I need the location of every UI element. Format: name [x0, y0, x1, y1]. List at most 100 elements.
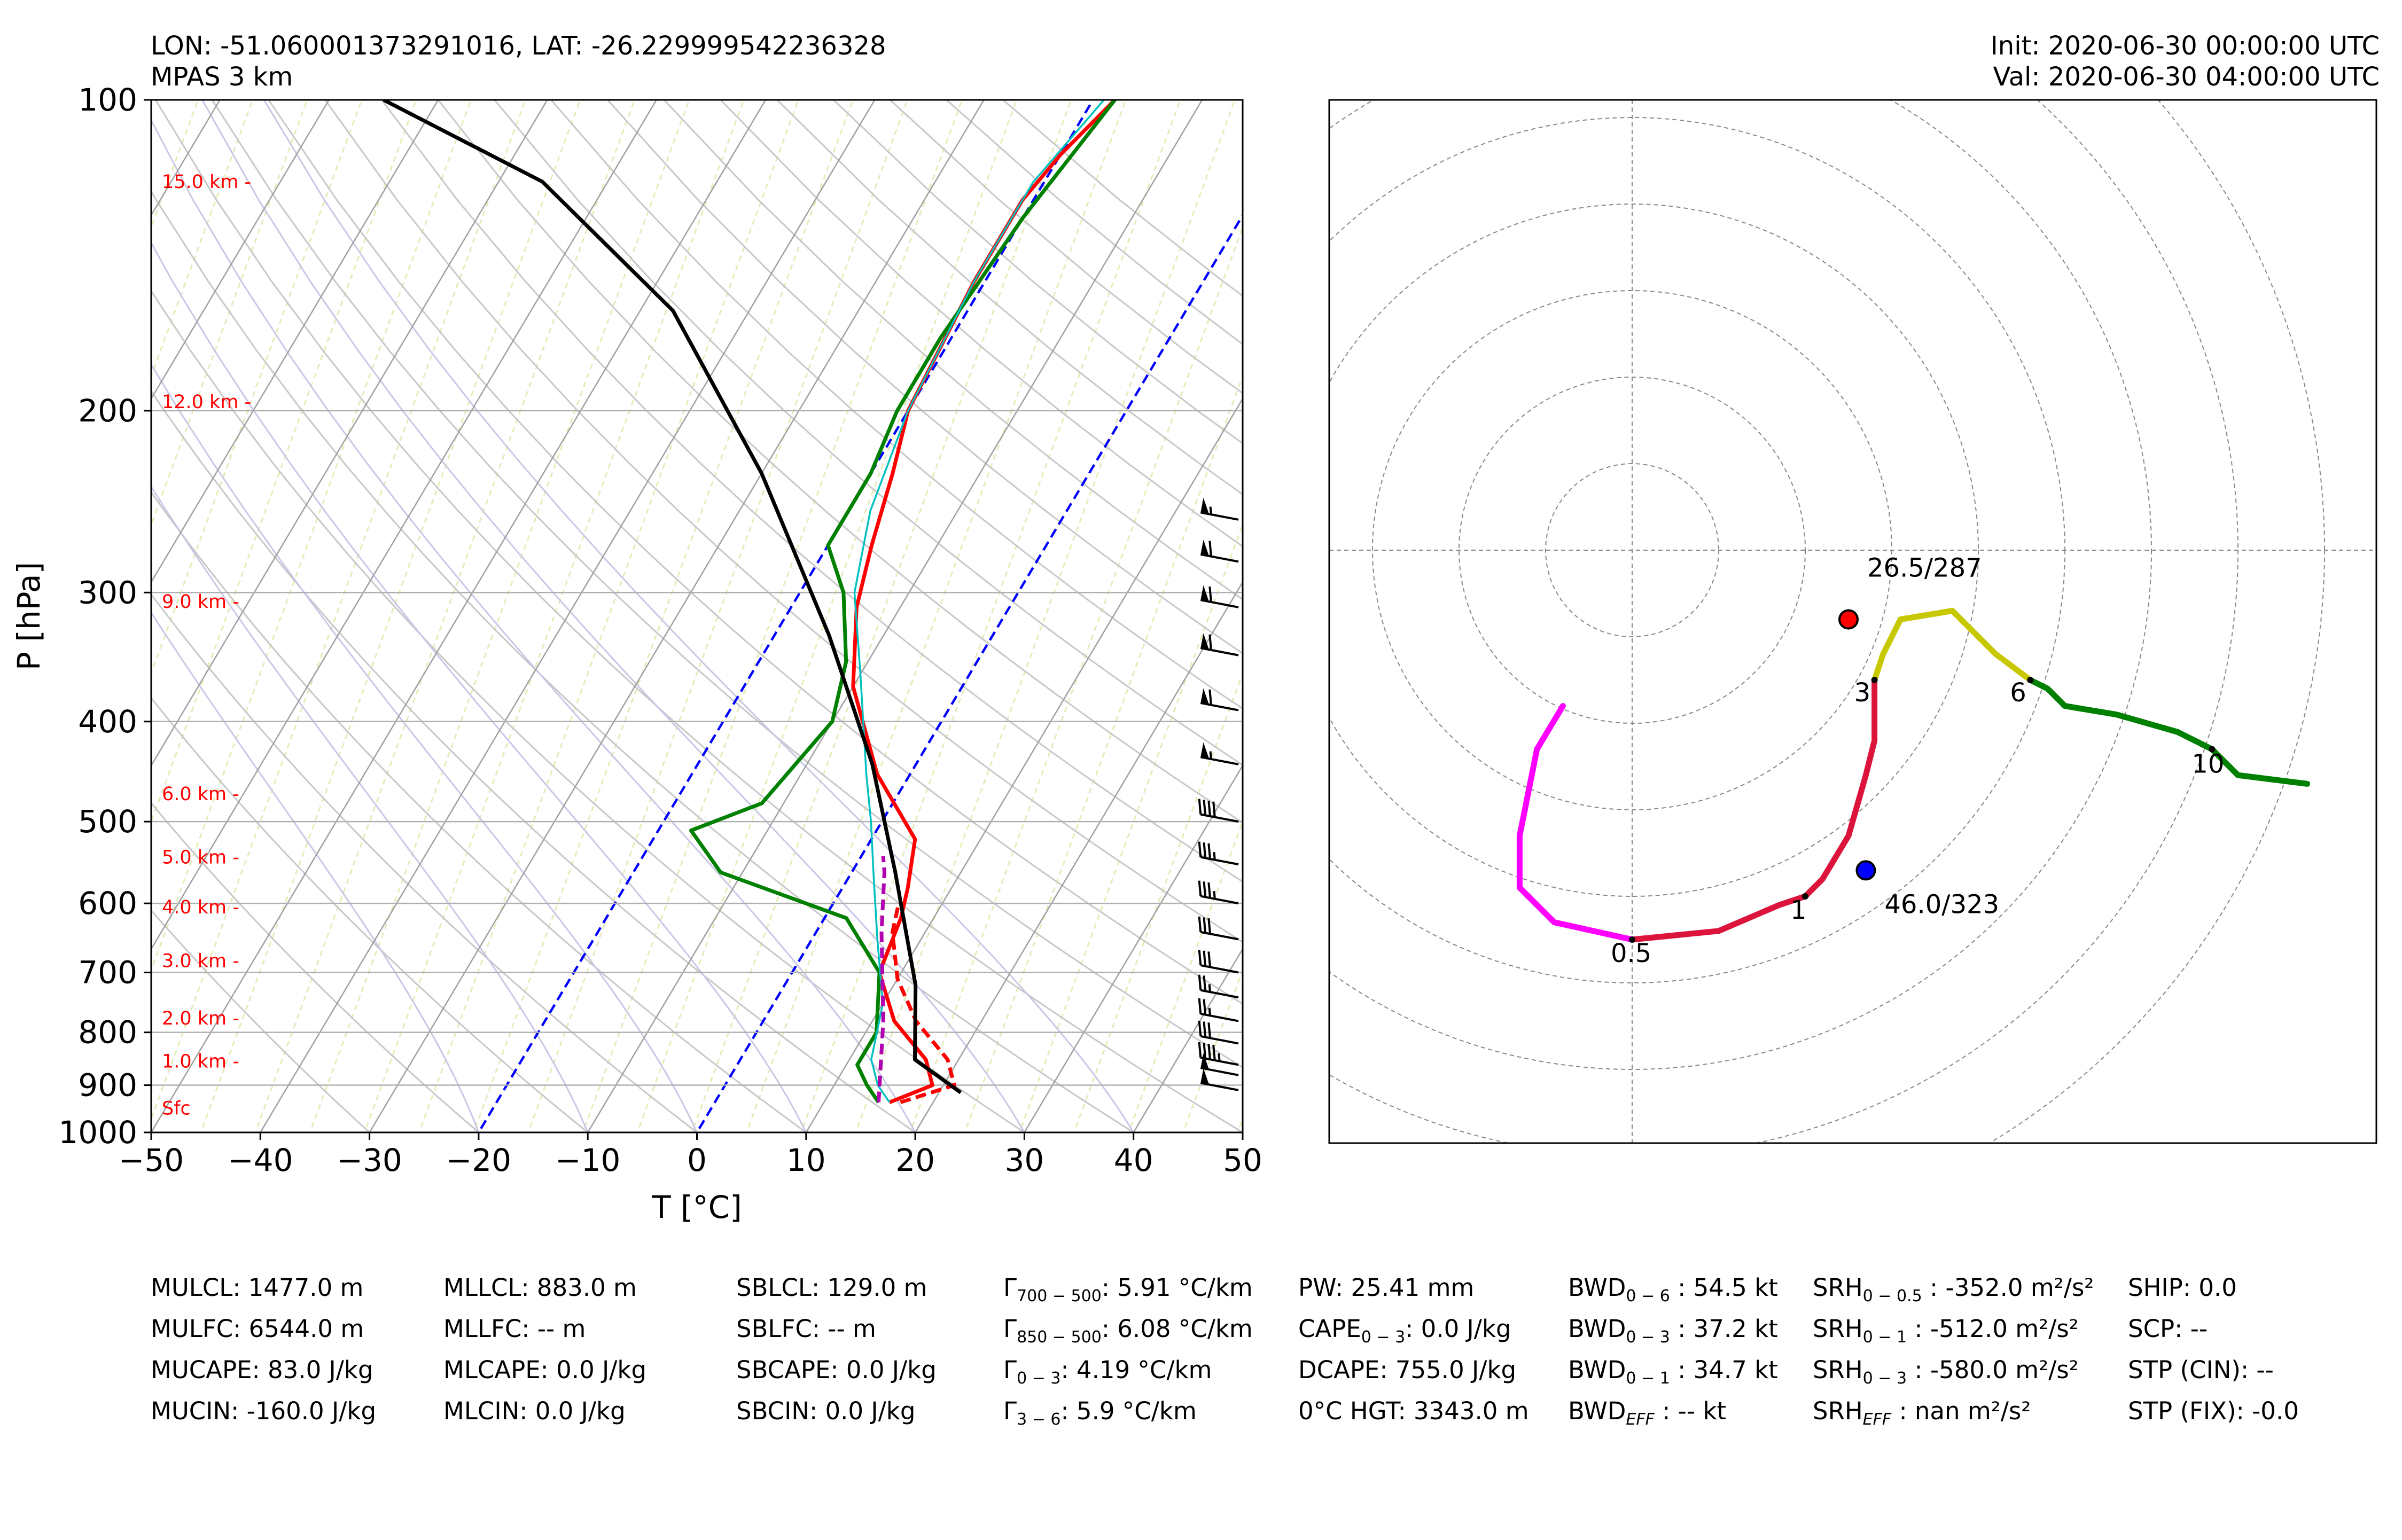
index-value: BWD0 − 3 : 37.2 kt	[1568, 1315, 1778, 1347]
index-value: MUCIN: -160.0 J/kg	[151, 1397, 377, 1425]
storm_left-label: 46.0/323	[1884, 889, 1999, 919]
valid-time-label: Val: 2020-06-30 04:00:00 UTC	[1993, 62, 2380, 92]
index-value: 0°C HGT: 3343.0 m	[1298, 1397, 1529, 1425]
wind-barb-staff	[1200, 813, 1239, 823]
mixing-ratio-line	[636, 100, 1018, 1132]
index-value: SBLFC: -- m	[736, 1315, 876, 1343]
x-tick-label: 50	[1223, 1142, 1262, 1178]
wind-barb-full	[1208, 541, 1212, 557]
wind-barb-full	[1203, 842, 1207, 858]
dry-adiabat-line	[151, 802, 480, 1132]
index-value: SRH0 − 1 : -512.0 m²/s²	[1813, 1315, 2079, 1347]
index-value: SHIP: 0.0	[2128, 1273, 2237, 1302]
dry-adiabat-line	[151, 189, 1135, 1132]
index-value: MUCAPE: 83.0 J/kg	[151, 1356, 373, 1384]
mixing-ratio-line	[800, 100, 1181, 1132]
wind-barb-full	[1203, 1043, 1207, 1059]
height-label: 9.0 km -	[162, 591, 239, 613]
wind-barb-full	[1207, 843, 1211, 859]
height-mark-dot	[2027, 677, 2034, 683]
isotherm-line	[151, 100, 657, 951]
height-label: 1.0 km -	[162, 1051, 239, 1073]
index-value: SBCAPE: 0.0 J/kg	[736, 1356, 937, 1384]
wind-barb-full	[1208, 689, 1212, 705]
moist-adiabat-line	[201, 100, 1026, 1132]
isotherm-line	[151, 100, 548, 767]
index-value: STP (FIX): -0.0	[2128, 1397, 2299, 1425]
wind-barb-full	[1212, 1044, 1216, 1061]
moist-adiabat-line	[151, 118, 916, 1132]
index-value: MLLCL: 883.0 m	[443, 1273, 637, 1302]
wind-barb-full	[1203, 800, 1207, 816]
wind-barb-flag	[1200, 540, 1209, 556]
index-value: SRHEFF : nan m²/s²	[1813, 1397, 2031, 1429]
index-value: Γ3 − 6: 5.9 °C/km	[1003, 1397, 1197, 1429]
mixing-ratio-line	[582, 100, 963, 1132]
mixing-ratio-line	[745, 100, 1127, 1132]
index-value: Γ850 − 500: 6.08 °C/km	[1003, 1315, 1253, 1347]
height-mark-label: 3	[1854, 678, 1871, 708]
wind-barb	[1198, 880, 1239, 905]
wind-barb-staff	[1200, 856, 1239, 866]
wind-barb-full	[1198, 880, 1202, 896]
wind-barb-full	[1207, 951, 1211, 967]
wind-barb-full	[1203, 881, 1207, 897]
isotherm-line	[369, 100, 985, 1132]
index-value: Γ0 − 3: 4.19 °C/km	[1003, 1356, 1212, 1388]
y-tick-label: 100	[78, 82, 137, 118]
wind-barb	[1198, 974, 1239, 999]
x-tick-label: 20	[895, 1142, 935, 1178]
wind-barb-flag	[1200, 633, 1209, 650]
wind-barb-flag	[1200, 688, 1209, 705]
wind-barb-full	[1198, 998, 1202, 1014]
wind-barb	[1200, 585, 1239, 608]
location-label: LON: -51.060001373291016, LAT: -26.22999…	[151, 31, 886, 61]
range-ring	[1329, 204, 1979, 897]
y-tick-label: 400	[78, 703, 137, 740]
mixing-ratio-line	[1073, 670, 1243, 1132]
wind-barb-full	[1203, 1021, 1207, 1037]
wind-barb-staff	[1200, 647, 1239, 656]
height-label: 12.0 km -	[162, 392, 251, 413]
mixing-ratio-line	[964, 373, 1243, 1132]
height-label: 5.0 km -	[162, 847, 239, 868]
height-mark-label: 10	[2192, 749, 2224, 779]
wind-barb-staff	[1200, 964, 1239, 974]
mixing-ratio-line	[418, 100, 799, 1132]
height-label: 4.0 km -	[162, 897, 239, 918]
mixing-ratio-line	[855, 100, 1236, 1132]
height-mark-dot	[1871, 677, 1878, 683]
wind-barb-full	[1212, 801, 1216, 817]
wind-barb	[1198, 998, 1239, 1022]
wind-barb-staff	[1200, 1012, 1239, 1022]
wind-barb-full	[1207, 800, 1211, 817]
wind-barb	[1200, 688, 1239, 712]
y-tick-label: 300	[78, 574, 137, 611]
isotherm-line	[151, 100, 330, 400]
dry-adiabat-line	[720, 100, 1243, 548]
wind-barb-full	[1207, 1022, 1211, 1038]
isotherm-highlight-line	[477, 100, 1094, 1132]
dry-adiabat-line	[151, 909, 371, 1132]
dry-adiabat-line	[211, 100, 1243, 1068]
index-value: SBCIN: 0.0 J/kg	[736, 1397, 916, 1425]
wind-barb-staff	[1200, 511, 1239, 521]
height-label: 6.0 km -	[162, 784, 239, 805]
moist-adiabat-line	[151, 611, 480, 1132]
index-value: MULCL: 1477.0 m	[151, 1273, 364, 1302]
dry-adiabat-line	[151, 697, 589, 1132]
dry-adiabat-line	[151, 290, 1026, 1132]
index-value: DCAPE: 755.0 J/kg	[1298, 1356, 1517, 1384]
wind-barb	[1198, 916, 1239, 941]
moist-adiabat-line	[151, 241, 807, 1132]
index-value: BWD0 − 1 : 34.7 kt	[1568, 1356, 1778, 1388]
wind-barb-full	[1203, 975, 1207, 991]
mixing-ratio-line	[151, 100, 363, 676]
index-value: MLLFC: -- m	[443, 1315, 586, 1343]
moist-adiabat-line	[151, 485, 589, 1132]
mixing-ratio-line	[1182, 968, 1243, 1132]
y-tick-label: 700	[78, 955, 137, 991]
isotherm-line	[914, 581, 1243, 1132]
mixing-ratio-line	[200, 100, 581, 1132]
isotherm-line	[1023, 764, 1243, 1132]
